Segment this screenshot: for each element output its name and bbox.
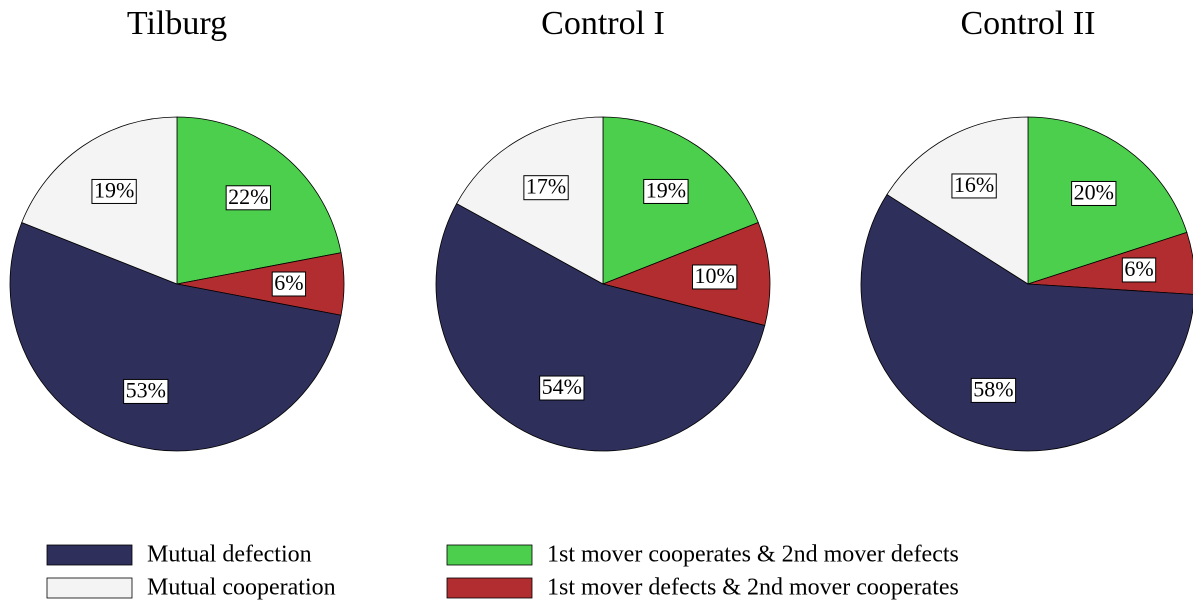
pie-title: Control II bbox=[960, 5, 1095, 42]
value-label-text: 10% bbox=[695, 263, 735, 288]
value-label-box bbox=[970, 377, 1017, 403]
pie-title: Control I bbox=[541, 5, 665, 42]
value-label: 19% bbox=[643, 178, 689, 204]
value-label-box bbox=[225, 185, 271, 211]
value-label: 6% bbox=[1121, 256, 1157, 283]
value-label-text: 17% bbox=[526, 174, 566, 199]
value-label-box bbox=[123, 378, 169, 404]
value-label: 58% bbox=[970, 376, 1017, 403]
pie-slice bbox=[456, 116, 604, 285]
value-label: 16% bbox=[951, 172, 997, 199]
value-label-text: 54% bbox=[542, 374, 582, 399]
value-label-text: 16% bbox=[954, 172, 994, 197]
value-label: 19% bbox=[91, 178, 137, 204]
value-label-box bbox=[523, 175, 569, 201]
value-label: 17% bbox=[523, 174, 569, 201]
value-label-text: 20% bbox=[1074, 180, 1114, 205]
pie-slice bbox=[601, 222, 771, 327]
value-label-text: 53% bbox=[126, 377, 166, 402]
value-label: 53% bbox=[123, 377, 169, 404]
legend-swatch bbox=[46, 544, 133, 566]
legend-label: Mutual cooperation bbox=[147, 575, 336, 601]
value-label-text: 6% bbox=[274, 270, 303, 295]
legend-label: Mutual defection bbox=[147, 542, 312, 568]
pie-slice bbox=[435, 203, 766, 452]
value-label-text: 22% bbox=[228, 184, 268, 209]
legend-label: 1st mover cooperates & 2nd mover defects bbox=[547, 542, 959, 568]
value-label-text: 19% bbox=[94, 178, 134, 203]
value-label: 54% bbox=[539, 374, 585, 401]
value-label: 20% bbox=[1071, 180, 1117, 206]
value-label-text: 19% bbox=[646, 178, 686, 203]
value-label-box bbox=[271, 271, 307, 297]
value-label: 6% bbox=[271, 270, 307, 297]
value-label: 22% bbox=[225, 184, 271, 211]
value-label-box bbox=[1121, 257, 1157, 283]
value-label-text: 58% bbox=[973, 376, 1013, 401]
pie-slice bbox=[9, 222, 342, 452]
value-label-box bbox=[539, 375, 585, 401]
legend-label: 1st mover defects & 2nd mover cooperates bbox=[547, 575, 959, 601]
pie-slice bbox=[886, 116, 1029, 285]
value-label-box bbox=[91, 178, 137, 204]
value-label-text: 6% bbox=[1124, 256, 1153, 281]
legend-swatch bbox=[446, 544, 533, 566]
value-label-box bbox=[1071, 180, 1117, 206]
value-label-box bbox=[951, 173, 997, 199]
value-label: 10% bbox=[692, 263, 738, 290]
legend-swatch bbox=[446, 577, 533, 599]
legend-swatch bbox=[46, 577, 133, 599]
value-label-box bbox=[692, 264, 738, 290]
pie-slice bbox=[860, 193, 1193, 452]
value-label-box bbox=[643, 178, 689, 204]
pie-title: Tilburg bbox=[127, 5, 227, 42]
